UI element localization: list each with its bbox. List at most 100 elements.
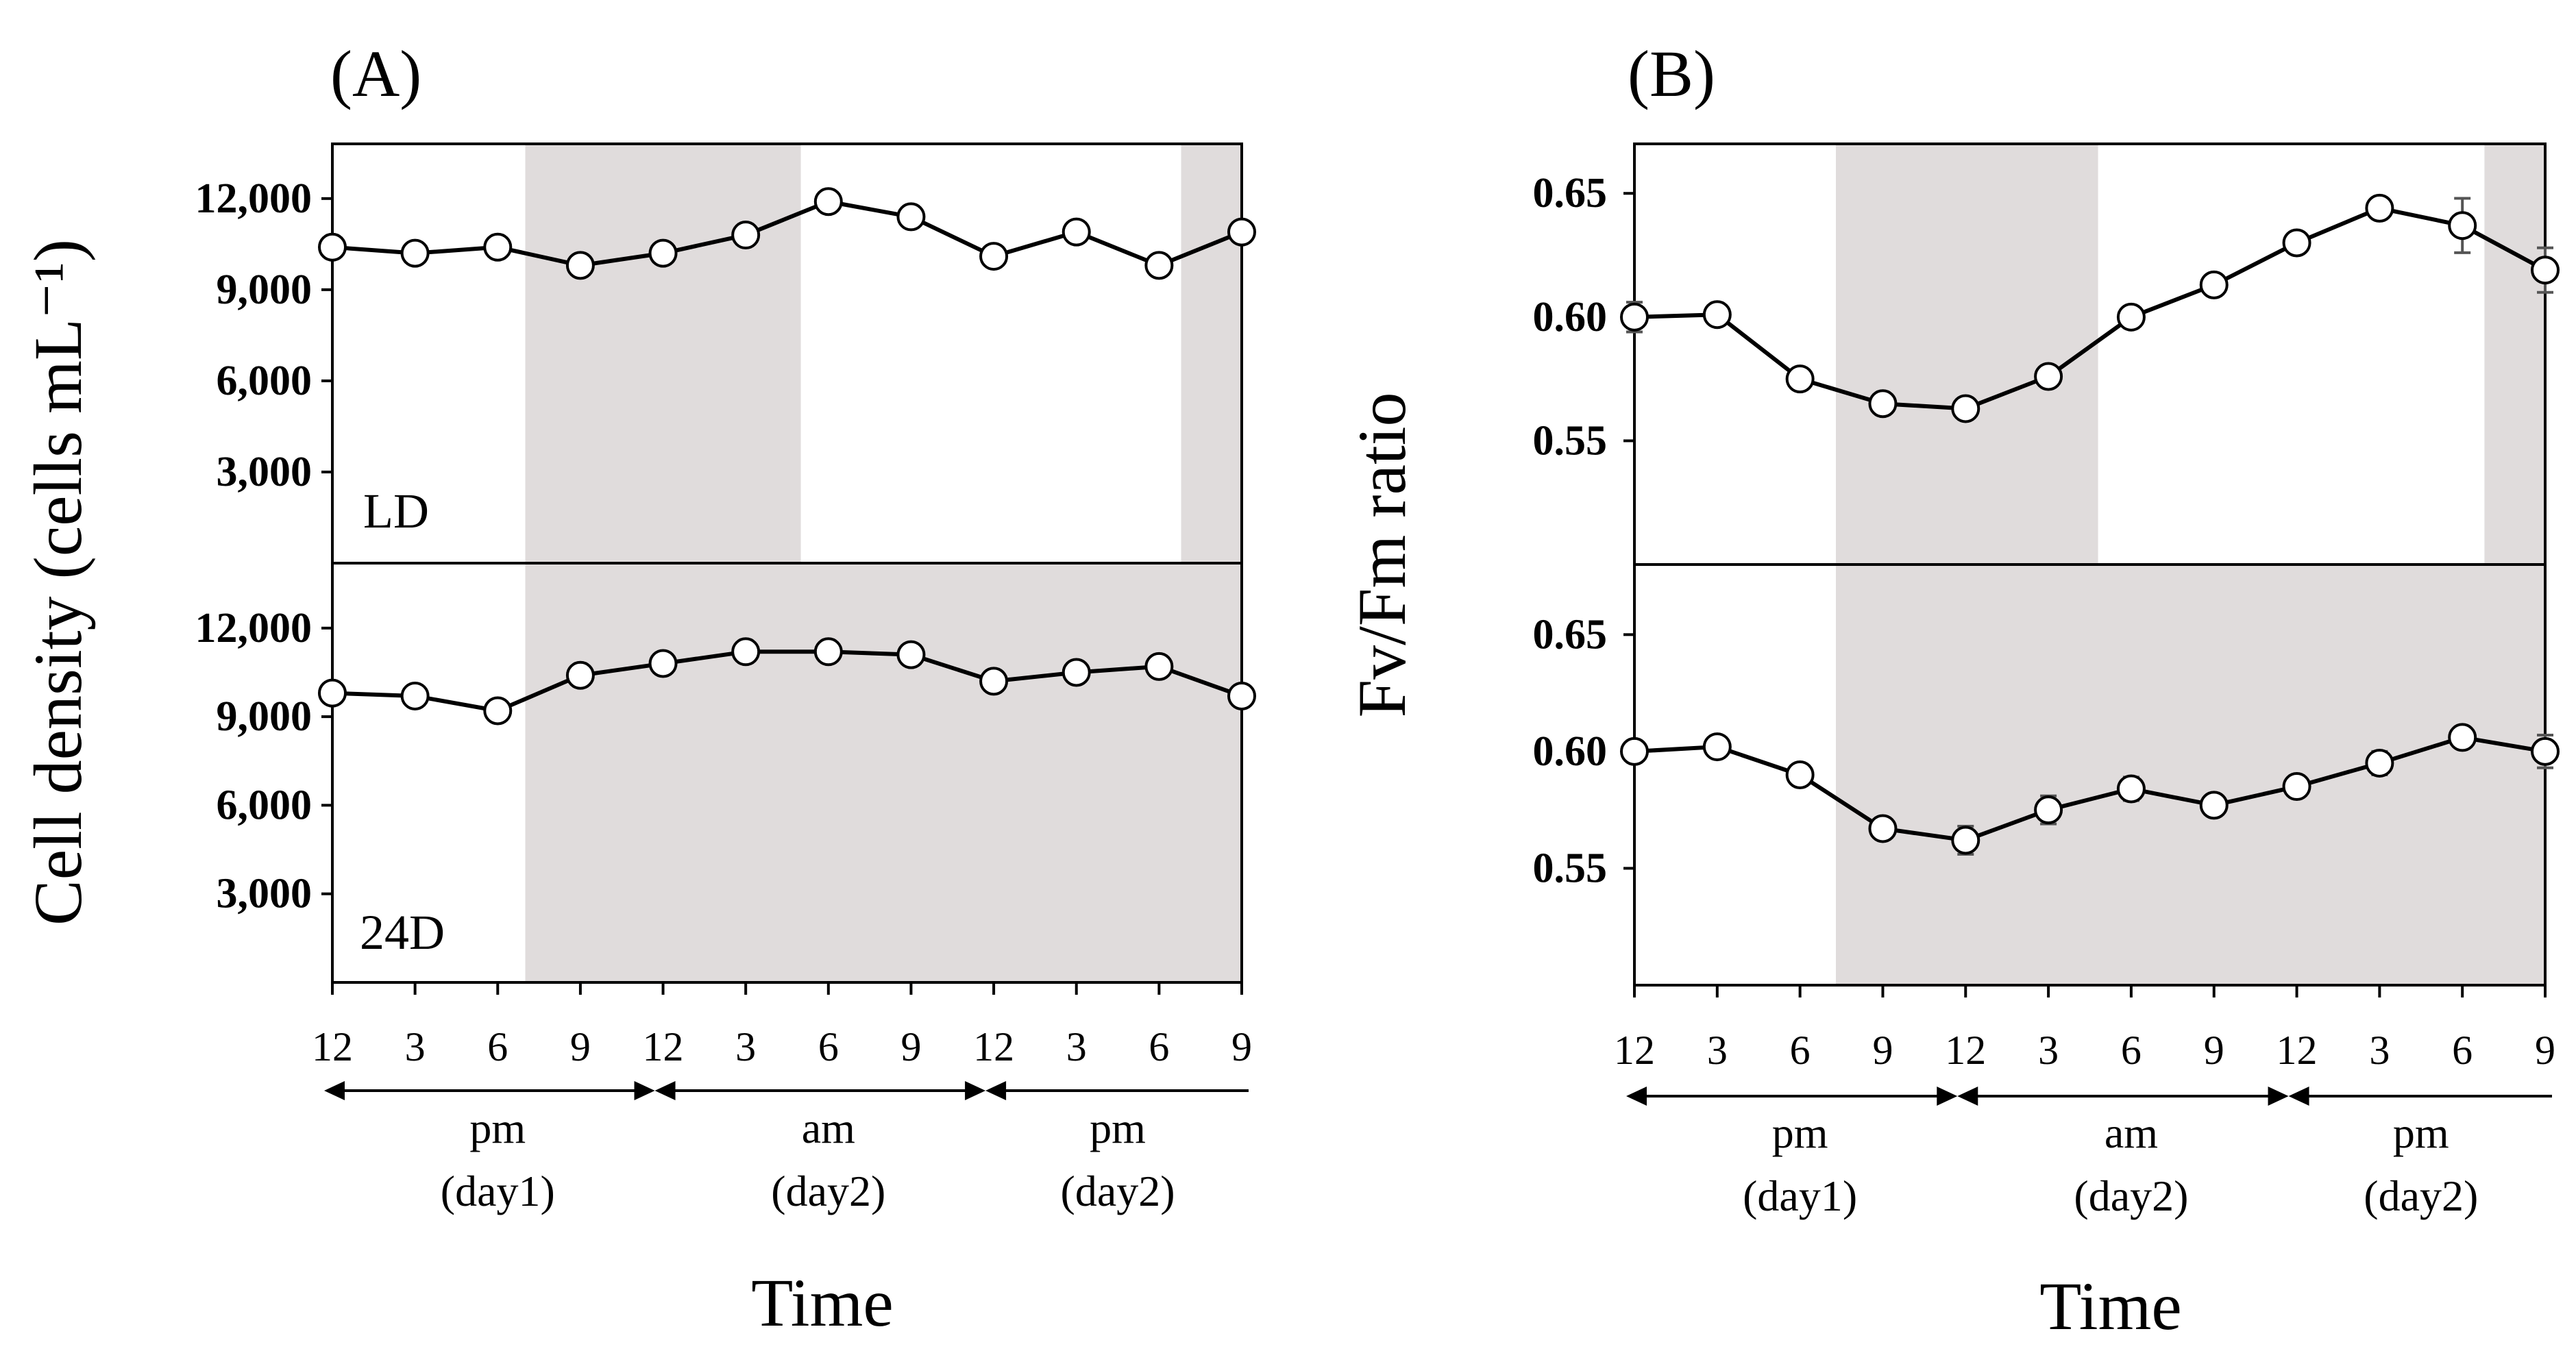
panel-a-ld-data-point <box>1062 217 1091 247</box>
panel-b-period-arrowhead-right <box>2268 1087 2289 1106</box>
panel-b-24d-frame <box>1633 563 2547 987</box>
panel-a-x-tick-label: 12 <box>312 1024 353 1069</box>
panel-b-label: (B) <box>1628 37 1715 110</box>
panel-a-ld-subplot: 3,000 6,000 9,000 12,000 <box>195 142 1256 565</box>
panel-b-24d-subplot: 0.55 0.60 0.65 <box>1533 563 2560 987</box>
panel-b-x-tick-label: 3 <box>1707 1028 1728 1073</box>
panel-b-x-tick-label: 9 <box>2204 1028 2224 1073</box>
panel-b-ld-data-point <box>1785 364 1815 394</box>
panel-a-ld-data-point <box>813 187 843 216</box>
panel-b-x-tick-label: 12 <box>1614 1028 1655 1073</box>
panel-a-ld-data-point <box>318 232 347 262</box>
panel-a-ld-data-point <box>1227 217 1256 247</box>
panel-a-24d-data-point <box>1144 652 1174 681</box>
panel-a-24d-data-point <box>813 637 843 667</box>
panel-b-ld-data-point <box>2365 193 2394 223</box>
panel-b-ld-y-tick-label: 0.60 <box>1533 294 1608 340</box>
panel-a-ld-data-point <box>648 238 678 268</box>
panel-b-ld-y-tick-label: 0.65 <box>1533 170 1608 216</box>
panel-a-24d-y-tick-label: 6,000 <box>217 782 312 828</box>
panel-a-period-arrowhead-left <box>324 1081 345 1100</box>
panel-b-period-sublabel: (day1) <box>1743 1171 1857 1220</box>
panel-a-24d-y-tick-label: 12,000 <box>195 605 312 652</box>
panel-b: (B) Fv/Fm ratio Time 0.550.600.65 0.550.… <box>1344 37 2560 1344</box>
panel-b-24d-data-point <box>2531 736 2560 766</box>
panel-a-y-axis-title: Cell density (cells mL⁻¹) <box>20 239 96 926</box>
panel-b-x-tick-label: 9 <box>1872 1028 1893 1073</box>
panel-b-period-label: pm <box>1772 1108 1828 1157</box>
panel-a-period-arrowhead-right <box>634 1081 655 1100</box>
panel-b-period-arrowhead-left <box>1957 1087 1978 1106</box>
panel-b-x-axis-title: Time <box>2039 1268 2182 1344</box>
panel-a-x-tick-label: 12 <box>973 1024 1014 1069</box>
panel-a-ld-y-tick-label: 12,000 <box>195 175 312 222</box>
panel-a-24d-data-point <box>731 637 761 667</box>
panel-a-24d-data-point <box>648 649 678 678</box>
panel-b-ld-data-point <box>2199 270 2229 299</box>
panel-a-24d-data-point <box>1062 658 1091 687</box>
panel-a-24d-data-point <box>318 678 347 708</box>
panel-a-ld-y-tick-label: 3,000 <box>217 449 312 495</box>
panel-a-24d-y-tick-label: 9,000 <box>217 693 312 740</box>
panel-b-period-label: am <box>2105 1108 2158 1157</box>
panel-b-24d-y-tick-label: 0.60 <box>1533 728 1608 775</box>
panel-b-x-axis: 12 3 6 9 12 3 6 9 12 3 6 9 pm (day1) am (day2) pm (day2) <box>1614 985 2555 1220</box>
panel-b-period-label: pm <box>2393 1108 2449 1157</box>
panel-b-24d-data-point <box>2282 772 2311 802</box>
panel-a-label: (A) <box>330 37 421 110</box>
panel-b-x-tick-label: 12 <box>1945 1028 1986 1073</box>
panel-b-ld-data-point <box>2116 302 2146 332</box>
panel-a-ld-data-point <box>979 242 1009 271</box>
panel-a-period-sublabel: (day2) <box>771 1167 885 1215</box>
panel-a-24d-y-tick-label: 3,000 <box>217 871 312 917</box>
panel-a-x-tick-label: 12 <box>643 1024 684 1069</box>
panel-a-24d-subplot: 3,000 6,000 9,000 12,000 <box>195 562 1256 984</box>
panel-b-x-tick-label: 3 <box>2369 1028 2390 1073</box>
panel-a-period-sublabel: (day2) <box>1061 1167 1175 1215</box>
panel-b-24d-data-point <box>2448 723 2477 752</box>
panel-a-period-label: pm <box>1090 1104 1146 1152</box>
panel-b-period-arrowhead-left <box>2288 1087 2309 1106</box>
panel-b-24d-data-point <box>1868 814 1898 843</box>
panel-b-period-sublabel: (day2) <box>2074 1171 2188 1220</box>
panel-a-ld-data-point <box>400 238 430 268</box>
panel-b-ld-data-point <box>1868 389 1898 419</box>
panel-a-x-tick-label: 6 <box>487 1024 508 1069</box>
panel-a-24d-data-point <box>1227 681 1256 710</box>
panel-b-ld-data-point <box>2531 256 2560 285</box>
panel-b-24d-y-tick-label: 0.55 <box>1533 845 1608 891</box>
panel-b-24d-data-point <box>1620 736 1649 766</box>
panel-b-ld-data-point <box>2282 228 2311 258</box>
panel-a-ld-data-point <box>483 232 513 262</box>
panel-a-ld-data-point <box>1144 251 1174 280</box>
panel-b-x-tick-label: 6 <box>2121 1028 2142 1073</box>
panel-b-24d-y-tick-label: 0.65 <box>1533 611 1608 658</box>
panel-a-24d-data-point <box>979 667 1009 696</box>
panel-a-period-sublabel: (day1) <box>441 1167 555 1215</box>
panel-a-ld-label: LD <box>363 484 429 538</box>
panel-b-x-tick-label: 6 <box>2452 1028 2473 1073</box>
panel-b-24d-data-point <box>2034 795 2063 825</box>
panel-a-ld-data-point <box>896 202 926 232</box>
panel-b-ld-dark-period <box>2484 144 2545 565</box>
panel-a-period-arrowhead-right <box>965 1081 986 1100</box>
panel-a-24d-data-point <box>400 681 430 710</box>
panel-b-ld-subplot: 0.55 0.60 0.65 <box>1533 142 2560 566</box>
panel-a-x-tick-label: 6 <box>1149 1024 1169 1069</box>
panel-b-x-tick-label: 3 <box>2038 1028 2059 1073</box>
panel-a-ld-dark-period <box>525 144 801 563</box>
panel-b-x-tick-label: 12 <box>2277 1028 2318 1073</box>
panel-a-period-arrowhead-left <box>654 1081 676 1100</box>
panel-a-ld-y-tick-label: 6,000 <box>217 358 312 404</box>
panel-a-24d-data-point <box>483 696 513 726</box>
panel-a-period-arrowhead-left <box>985 1081 1007 1100</box>
panel-b-ld-data-point <box>1702 300 1732 330</box>
panel-b-24d-data-point <box>1785 760 1815 789</box>
panel-a-24d-data-point <box>565 660 595 690</box>
panel-a-x-tick-label: 6 <box>818 1024 839 1069</box>
panel-a: (A) Cell density (cells mL⁻¹) Time 3,000… <box>20 37 1256 1341</box>
panel-a-ld-data-point <box>731 221 761 250</box>
panel-a-ld-y-tick-label: 9,000 <box>217 266 312 313</box>
panel-a-24d-label: 24D <box>360 905 445 960</box>
